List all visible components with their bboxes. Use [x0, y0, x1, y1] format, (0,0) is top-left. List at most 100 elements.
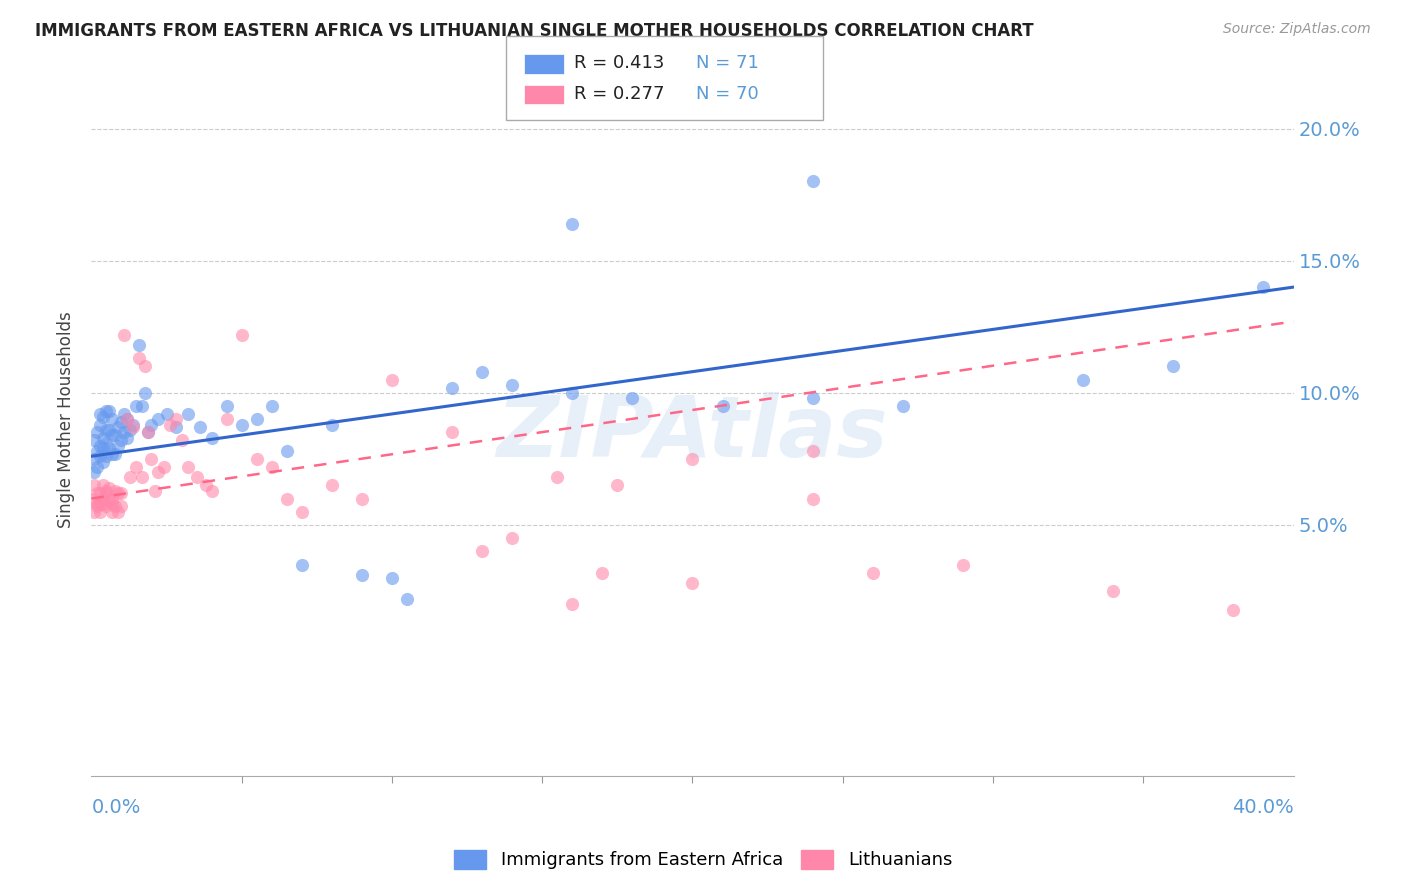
Point [501, 531, 523, 545]
Text: IMMIGRANTS FROM EASTERN AFRICA VS LITHUANIAN SINGLE MOTHER HOUSEHOLDS CORRELATIO: IMMIGRANTS FROM EASTERN AFRICA VS LITHUA… [35, 22, 1033, 40]
Point [246, 412, 269, 426]
Point [117, 431, 139, 445]
Point [93, 442, 115, 456]
Point [471, 544, 494, 558]
Point [89, 497, 111, 511]
Point [131, 399, 153, 413]
Point [96, 423, 118, 437]
Point [83, 478, 105, 492]
Point [681, 451, 703, 466]
Point [801, 174, 824, 188]
Point [471, 365, 494, 379]
Y-axis label: Single Mother Households: Single Mother Households [58, 311, 76, 527]
Point [215, 399, 238, 413]
Point [321, 417, 343, 432]
Point [134, 359, 156, 374]
Point [107, 505, 129, 519]
Point [114, 327, 136, 342]
Point [128, 351, 150, 366]
Point [89, 505, 111, 519]
Point [801, 444, 824, 458]
Text: R = 0.277: R = 0.277 [574, 85, 664, 103]
Point [291, 558, 314, 572]
Point [350, 568, 373, 582]
Point [114, 407, 136, 421]
Point [231, 327, 253, 342]
Point [276, 444, 298, 458]
Point [120, 423, 142, 437]
Point [952, 558, 974, 572]
Point [120, 470, 142, 484]
Point [1161, 359, 1184, 374]
Point [131, 470, 153, 484]
Point [138, 425, 160, 440]
Point [104, 428, 127, 442]
Point [561, 217, 583, 231]
Point [194, 478, 217, 492]
Point [681, 576, 703, 591]
Point [1253, 280, 1275, 294]
Point [621, 391, 644, 405]
Point [104, 483, 127, 498]
Point [83, 465, 105, 479]
Point [96, 483, 118, 498]
Point [89, 407, 111, 421]
Text: R = 0.413: R = 0.413 [574, 54, 664, 72]
Point [606, 478, 628, 492]
Point [96, 486, 118, 500]
Point [176, 407, 198, 421]
Point [276, 491, 298, 506]
Point [110, 500, 132, 514]
Point [801, 391, 824, 405]
Point [93, 454, 115, 468]
Point [201, 483, 224, 498]
Point [107, 420, 129, 434]
Point [86, 444, 108, 458]
Point [83, 434, 105, 448]
Point [260, 399, 283, 413]
Point [501, 377, 523, 392]
Point [89, 449, 111, 463]
Point [101, 491, 124, 506]
Point [321, 478, 343, 492]
Point [395, 591, 418, 606]
Point [561, 597, 583, 611]
Point [101, 497, 124, 511]
Point [122, 417, 145, 432]
Point [104, 500, 127, 514]
Point [138, 425, 160, 440]
Point [86, 497, 108, 511]
Point [165, 412, 187, 426]
Legend: Immigrants from Eastern Africa, Lithuanians: Immigrants from Eastern Africa, Lithuani… [444, 841, 962, 879]
Point [440, 380, 463, 394]
Text: N = 71: N = 71 [696, 54, 759, 72]
Point [83, 505, 105, 519]
Point [114, 425, 136, 440]
Point [291, 505, 314, 519]
Point [107, 486, 129, 500]
Point [260, 459, 283, 474]
Point [1102, 584, 1125, 599]
Point [152, 459, 174, 474]
Point [201, 431, 224, 445]
Point [231, 417, 253, 432]
Point [159, 417, 181, 432]
Point [96, 500, 118, 514]
Point [98, 404, 121, 418]
Text: 0.0%: 0.0% [91, 798, 141, 817]
Point [96, 449, 118, 463]
Point [155, 407, 177, 421]
Text: Source: ZipAtlas.com: Source: ZipAtlas.com [1223, 22, 1371, 37]
Point [801, 491, 824, 506]
Point [215, 412, 238, 426]
Point [141, 451, 163, 466]
Point [98, 494, 121, 508]
Point [117, 412, 139, 426]
Point [93, 497, 115, 511]
Point [381, 571, 404, 585]
Point [246, 451, 269, 466]
Point [591, 566, 613, 580]
Point [93, 478, 115, 492]
Point [101, 447, 124, 461]
Point [350, 491, 373, 506]
